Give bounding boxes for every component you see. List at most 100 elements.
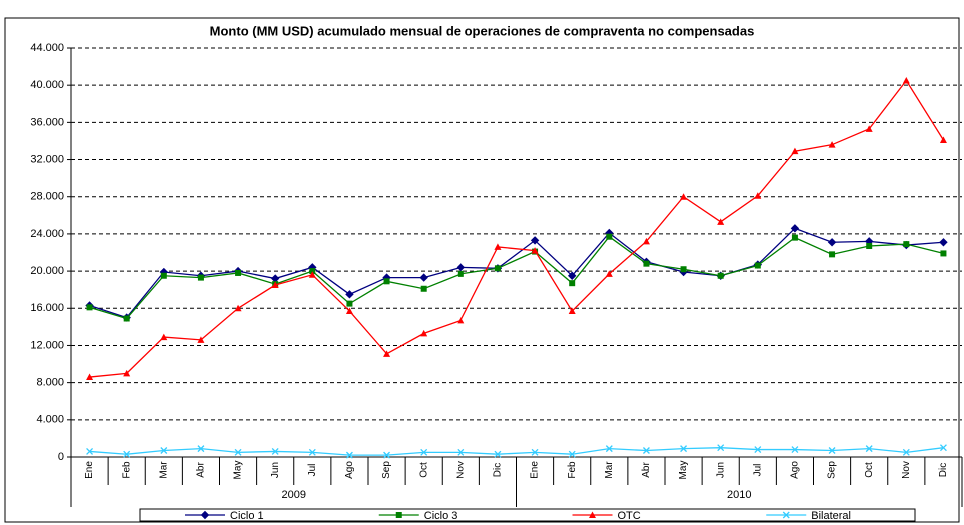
marker xyxy=(86,447,94,455)
x-tick-label: May xyxy=(233,461,244,480)
marker xyxy=(606,233,613,240)
marker xyxy=(235,269,242,276)
marker xyxy=(754,192,762,199)
marker xyxy=(86,373,94,381)
marker xyxy=(197,445,205,453)
x-tick-label: Jun xyxy=(270,462,281,478)
x-tick-label: Ago xyxy=(790,461,801,479)
x-tick-label: Abr xyxy=(641,462,652,478)
marker xyxy=(605,270,613,277)
y-tick-label: 12.000 xyxy=(30,339,64,351)
marker xyxy=(123,450,131,458)
marker xyxy=(828,447,836,454)
x-tick-label: Dic xyxy=(493,463,504,477)
marker xyxy=(160,333,168,341)
y-tick-label: 24.000 xyxy=(30,228,64,240)
marker xyxy=(791,147,799,155)
x-tick-label: Feb xyxy=(121,461,132,479)
x-tick-label: Jul xyxy=(307,464,318,477)
marker xyxy=(308,271,316,278)
marker xyxy=(642,237,650,245)
marker xyxy=(829,251,836,258)
marker xyxy=(383,278,390,285)
marker xyxy=(420,448,428,456)
x-tick-label: Nov xyxy=(901,461,912,479)
x-tick-label: Ene xyxy=(530,461,541,479)
legend-label: Ciclo 3 xyxy=(424,510,458,522)
marker xyxy=(531,448,539,456)
marker xyxy=(200,510,210,520)
marker xyxy=(419,273,428,282)
y-tick-label: 40.000 xyxy=(30,79,64,91)
marker xyxy=(395,512,402,518)
marker xyxy=(234,448,242,456)
x-tick-label: Dic xyxy=(938,463,949,477)
marker xyxy=(902,448,910,456)
marker xyxy=(309,268,316,275)
marker xyxy=(123,315,130,322)
marker xyxy=(197,274,204,281)
marker xyxy=(680,193,688,200)
marker xyxy=(791,234,798,241)
marker xyxy=(790,224,800,233)
marker xyxy=(345,307,353,315)
legend-box xyxy=(139,508,916,522)
chart-title: Monto (MM USD) acumulado mensual de oper… xyxy=(210,23,755,38)
marker xyxy=(456,263,466,272)
marker xyxy=(754,446,762,454)
legend-label: Bilateral xyxy=(811,510,851,522)
marker xyxy=(717,272,724,279)
marker xyxy=(717,444,725,452)
marker xyxy=(123,369,131,377)
marker xyxy=(345,290,354,299)
group-label: 2009 xyxy=(282,489,306,501)
marker xyxy=(383,451,391,459)
marker xyxy=(939,444,947,452)
marker xyxy=(865,125,873,132)
marker xyxy=(791,446,799,454)
x-tick-label: Jul xyxy=(752,464,763,477)
x-tick-label: Jun xyxy=(715,462,726,478)
x-tick-label: May xyxy=(678,461,689,480)
x-tick-label: Oct xyxy=(864,462,875,478)
marker xyxy=(939,238,948,247)
marker xyxy=(531,247,539,254)
marker xyxy=(271,447,279,455)
marker xyxy=(530,236,540,245)
x-tick-label: Mar xyxy=(604,461,615,479)
marker xyxy=(865,445,873,453)
marker xyxy=(589,511,596,518)
y-tick-label: 8.000 xyxy=(36,377,64,389)
x-tick-label: Mar xyxy=(158,461,169,479)
marker xyxy=(568,450,576,458)
marker xyxy=(271,281,279,289)
marker xyxy=(568,307,576,315)
marker xyxy=(567,271,577,280)
marker xyxy=(160,447,168,454)
group-label: 2010 xyxy=(727,489,751,501)
marker xyxy=(939,136,947,144)
legend-label: Ciclo 1 xyxy=(230,510,264,522)
marker xyxy=(383,350,391,357)
marker xyxy=(308,448,316,456)
marker xyxy=(346,300,353,307)
y-tick-label: 4.000 xyxy=(36,414,64,426)
y-tick-label: 36.000 xyxy=(30,116,64,128)
y-tick-label: 44.000 xyxy=(30,42,64,54)
marker xyxy=(605,445,613,453)
y-tick-label: 32.000 xyxy=(30,153,64,165)
marker xyxy=(902,77,910,84)
series-line xyxy=(89,79,944,378)
y-tick-label: 20.000 xyxy=(30,265,64,277)
x-tick-label: Oct xyxy=(418,462,429,478)
marker xyxy=(754,262,761,269)
marker xyxy=(197,336,205,343)
marker xyxy=(782,511,790,519)
y-tick-label: 16.000 xyxy=(30,302,64,314)
chart-border xyxy=(4,17,960,523)
marker xyxy=(494,265,501,272)
marker xyxy=(457,270,464,277)
marker xyxy=(234,304,242,312)
x-tick-label: Sep xyxy=(381,461,392,479)
